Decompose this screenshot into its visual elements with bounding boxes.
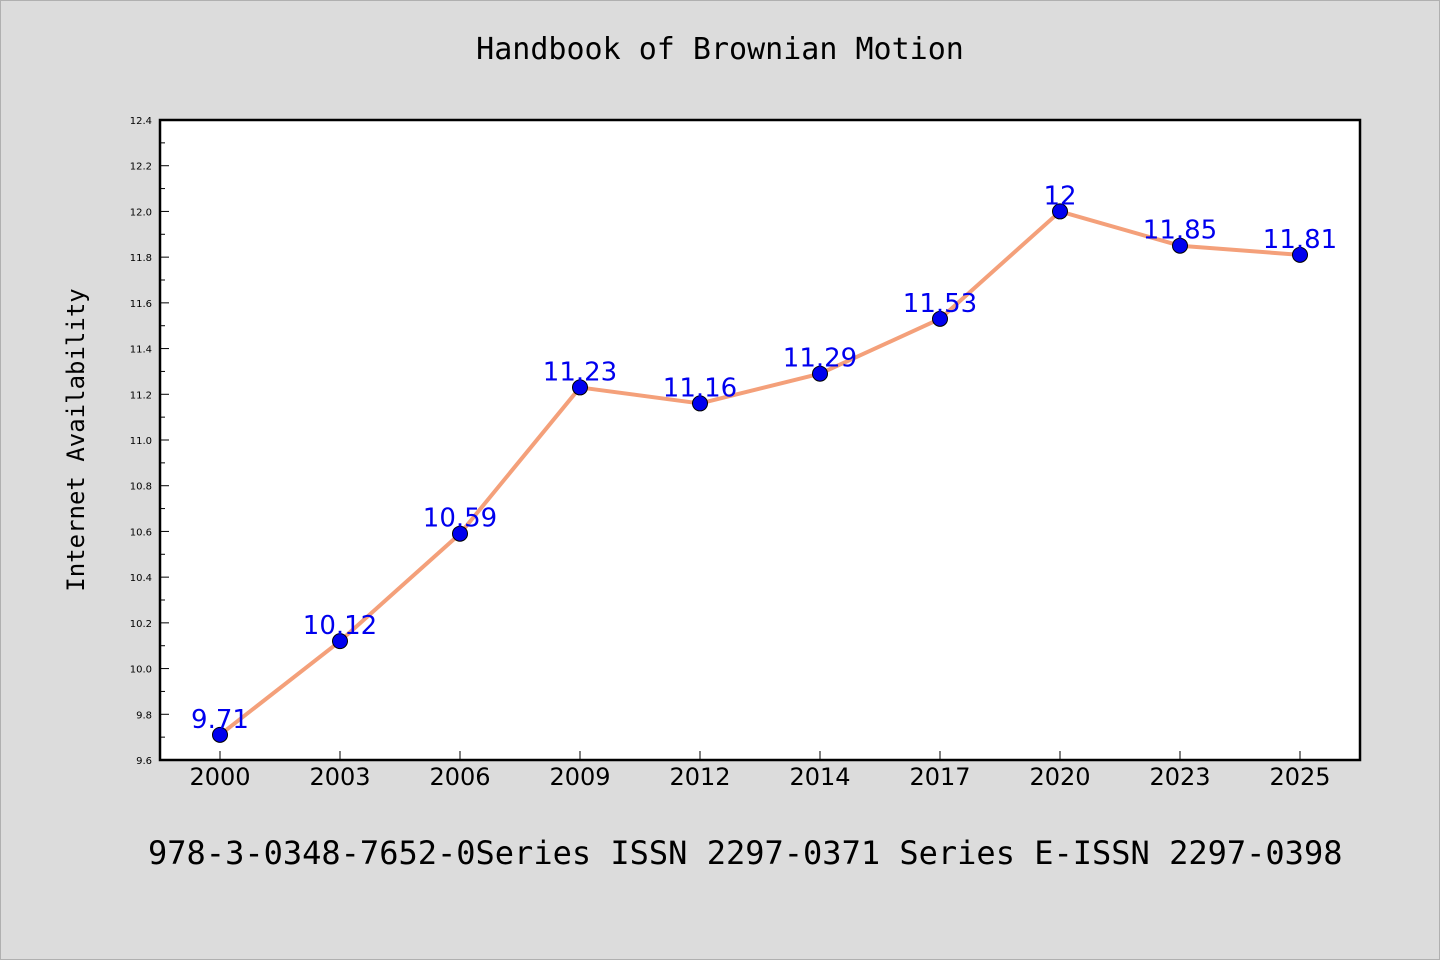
data-label: 11.81 bbox=[1263, 225, 1337, 255]
x-tick-label: 2012 bbox=[669, 763, 730, 791]
x-tick-label: 2020 bbox=[1029, 763, 1090, 791]
x-tick-label: 2017 bbox=[909, 763, 970, 791]
x-tick-label: 2025 bbox=[1269, 763, 1330, 791]
plot-area bbox=[158, 118, 1362, 762]
y-tick-label: 11.2 bbox=[130, 390, 152, 401]
data-point bbox=[572, 379, 588, 396]
y-tick-label: 12.2 bbox=[130, 162, 152, 173]
y-tick-label: 9.8 bbox=[136, 710, 152, 721]
y-axis: 9.6 9.8 10.0 10.2 10.4 10.6 10.8 11.0 11.2 11.4 11… bbox=[130, 116, 169, 767]
data-point bbox=[932, 310, 948, 327]
data-point bbox=[812, 365, 828, 382]
x-tick-label: 2003 bbox=[309, 763, 370, 791]
data-label: 9.71 bbox=[191, 705, 249, 735]
x-tick-label: 2014 bbox=[789, 763, 850, 791]
y-tick-label: 10.2 bbox=[130, 619, 152, 630]
data-label: 11.23 bbox=[543, 357, 617, 387]
y-tick-label: 11.8 bbox=[130, 253, 152, 264]
data-label: 10.59 bbox=[423, 504, 497, 534]
data-point bbox=[1052, 203, 1068, 220]
y-tick-label: 11.6 bbox=[130, 299, 152, 310]
data-point bbox=[692, 395, 708, 412]
data-point bbox=[332, 633, 348, 650]
data-point bbox=[1292, 246, 1308, 263]
y-tick-label: 10.4 bbox=[130, 573, 152, 584]
x-tick-label: 2009 bbox=[549, 763, 610, 791]
y-tick-label: 10.0 bbox=[130, 665, 152, 676]
y-tick-label: 9.6 bbox=[136, 756, 152, 767]
y-tick-label: 12.0 bbox=[130, 207, 152, 218]
x-axis: 2000 2003 2006 2009 2012 2014 2017 2020 2023 2025 bbox=[189, 751, 1331, 791]
x-tick-label: 2023 bbox=[1149, 763, 1210, 791]
data-label: 11.85 bbox=[1143, 216, 1217, 246]
chart-title: Handbook of Brownian Motion bbox=[476, 32, 964, 67]
y-tick-label: 11.4 bbox=[130, 345, 152, 356]
data-label: 11.16 bbox=[663, 373, 737, 403]
data-markers bbox=[212, 203, 1308, 743]
data-label: 11.29 bbox=[783, 344, 857, 374]
y-tick-label: 11.0 bbox=[130, 436, 152, 447]
x-tick-label: 2000 bbox=[189, 763, 250, 791]
y-axis-label: Internet Availability bbox=[62, 288, 90, 591]
data-label: 11.53 bbox=[903, 289, 977, 319]
x-tick-label: 2006 bbox=[429, 763, 490, 791]
y-tick-label: 12.4 bbox=[130, 116, 152, 127]
data-point bbox=[212, 726, 228, 743]
data-point bbox=[452, 525, 468, 542]
data-labels: 9.71 10.12 10.59 11.23 11.16 11.29 11.53 12 11.8… bbox=[191, 181, 1337, 734]
y-tick-label: 10.6 bbox=[130, 527, 152, 538]
series-issn-footer: 978-3-0348-7652-0Series ISSN 2297-0371 S… bbox=[148, 834, 1343, 872]
data-point bbox=[1172, 237, 1188, 254]
series-line bbox=[218, 209, 1301, 737]
data-label: 10.12 bbox=[303, 611, 377, 641]
data-label: 12 bbox=[1043, 181, 1076, 211]
y-tick-label: 10.8 bbox=[130, 482, 152, 493]
